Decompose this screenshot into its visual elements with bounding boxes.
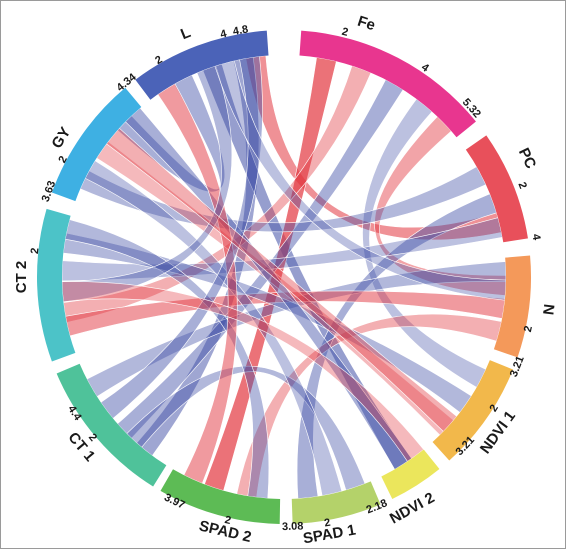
- segment-label-pc: PC: [515, 145, 539, 171]
- tick-label-l-0: 2: [153, 54, 164, 67]
- segment-label-ct-2: CT 2: [13, 261, 30, 294]
- chord-ribbon-fe-spad-2: [204, 57, 337, 491]
- tick-label-spad-1-1: 3.08: [282, 520, 304, 533]
- tick-label-n-1: 3.21: [508, 354, 527, 378]
- chord-ribbon-fe-ndvi-1: [362, 98, 487, 388]
- ribbon-layer: [61, 55, 507, 499]
- segment-arc-ct-1: [56, 363, 167, 487]
- segment-arc-n: [493, 255, 531, 358]
- tick-label-fe-0: 2: [341, 26, 350, 39]
- segment-arc-fe: [299, 30, 476, 138]
- segment-label-l: L: [178, 24, 193, 43]
- segment-label-gy: GY: [48, 124, 74, 151]
- segment-arc-ndvi-1: [432, 360, 514, 461]
- tick-label-ndvi-1-0: 2: [488, 403, 501, 415]
- tick-label-gy-0: 2: [56, 154, 69, 165]
- segment-arc-ct-2: [36, 208, 76, 362]
- segment-label-fe: Fe: [355, 13, 377, 35]
- tick-label-pc-1: 4: [530, 233, 543, 242]
- tick-label-spad-1-0: 2: [323, 517, 331, 530]
- tick-label-pc-0: 2: [515, 181, 528, 191]
- segment-label-n: N: [540, 303, 558, 316]
- segment-arc-layer: [36, 30, 531, 524]
- tick-label-spad-2-0: 2: [223, 514, 232, 527]
- tick-label-l-1: 4: [219, 28, 229, 41]
- chord-ribbon-n-l: [214, 60, 507, 301]
- tick-label-n-0: 2: [522, 325, 535, 333]
- segment-arc-spad-1: [291, 481, 381, 524]
- tick-label-ct-2-0: 2: [29, 247, 42, 254]
- segment-arc-gy: [51, 87, 142, 202]
- segment-arc-pc: [465, 135, 528, 243]
- segment-arc-ndvi-2: [381, 449, 440, 500]
- tick-label-l-2: 4.8: [232, 23, 249, 37]
- segment-arc-spad-2: [160, 469, 281, 524]
- segment-arc-l: [135, 30, 269, 100]
